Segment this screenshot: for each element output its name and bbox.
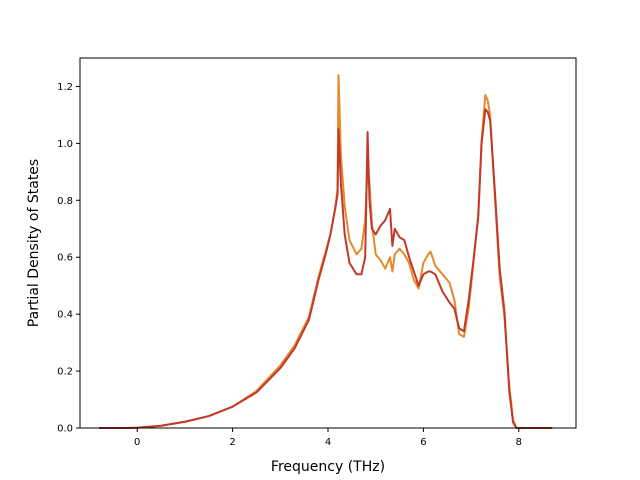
y-tick-label: 1.0: [57, 139, 73, 150]
x-tick-label: 8: [516, 437, 522, 448]
y-tick-label: 0.0: [57, 424, 73, 435]
series-layer: [99, 74, 553, 429]
y-tick-label: 0.8: [57, 196, 73, 207]
y-tick-label: 1.2: [57, 82, 73, 93]
y-axis-ticks: 0.0 0.2 0.4 0.6 0.8 1.0 1.2: [57, 82, 80, 435]
y-tick-label: 0.2: [57, 367, 73, 378]
x-tick-label: 2: [229, 437, 235, 448]
x-axis-ticks: 0 2 4 6 8: [134, 428, 522, 448]
y-tick-label: 0.4: [57, 310, 73, 321]
series-line-2: [99, 108, 553, 429]
x-tick-label: 6: [420, 437, 426, 448]
x-tick-label: 0: [134, 437, 140, 448]
y-tick-label: 0.6: [57, 253, 73, 264]
x-axis-label: Frequency (THz): [271, 459, 385, 475]
y-axis-label: Partial Density of States: [26, 159, 42, 327]
x-tick-label: 4: [325, 437, 331, 448]
